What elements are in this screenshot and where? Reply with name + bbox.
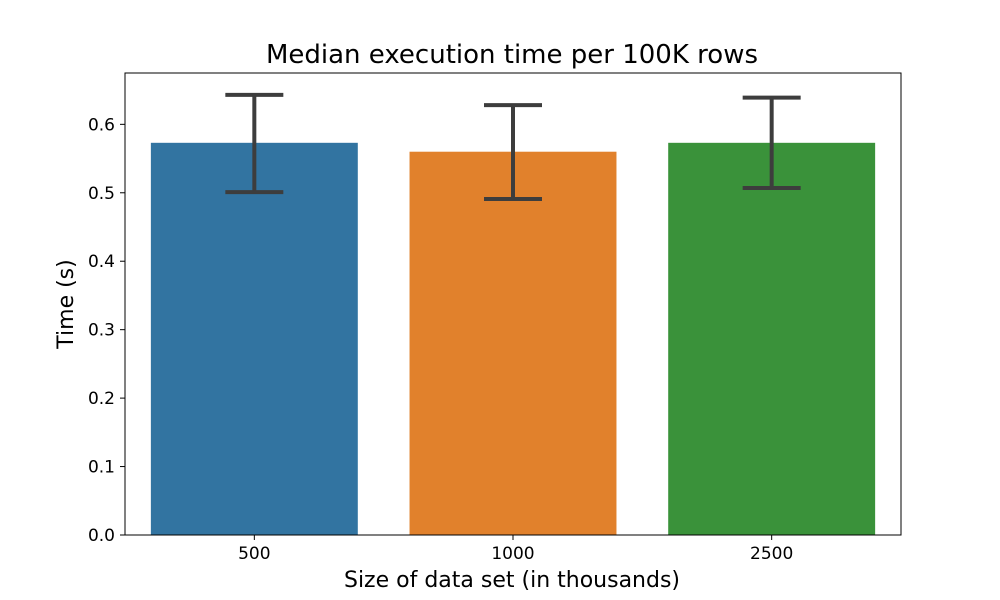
bar-1000 <box>409 151 617 535</box>
plot-frame <box>124 72 902 536</box>
bars-group <box>150 142 876 535</box>
x-tick-label-2500: 2500 <box>750 544 793 564</box>
y-tick-label-5: 0.5 <box>88 184 115 204</box>
x-axis-label: Size of data set (in thousands) <box>344 568 680 593</box>
y-tick-label-0: 0.0 <box>88 526 115 546</box>
x-tick-label-500: 500 <box>238 544 270 564</box>
bar-500 <box>150 142 358 535</box>
y-tick-label-6: 0.6 <box>88 115 115 135</box>
y-tick-label-3: 0.3 <box>88 321 115 341</box>
chart-title: Median execution time per 100K rows <box>266 40 758 70</box>
y-tick-label-1: 0.1 <box>88 458 115 478</box>
x-tick-label-1000: 1000 <box>491 544 534 564</box>
x-axis: 500 1000 2500 <box>238 535 793 564</box>
y-tick-label-4: 0.4 <box>88 252 115 272</box>
bar-2500 <box>668 142 876 535</box>
error-bars-group <box>225 92 801 201</box>
y-tick-label-2: 0.2 <box>88 389 115 409</box>
y-axis: 0.0 0.1 0.2 0.3 0.4 0.5 0.6 <box>88 115 125 546</box>
y-axis-label: Time (s) <box>54 259 79 349</box>
